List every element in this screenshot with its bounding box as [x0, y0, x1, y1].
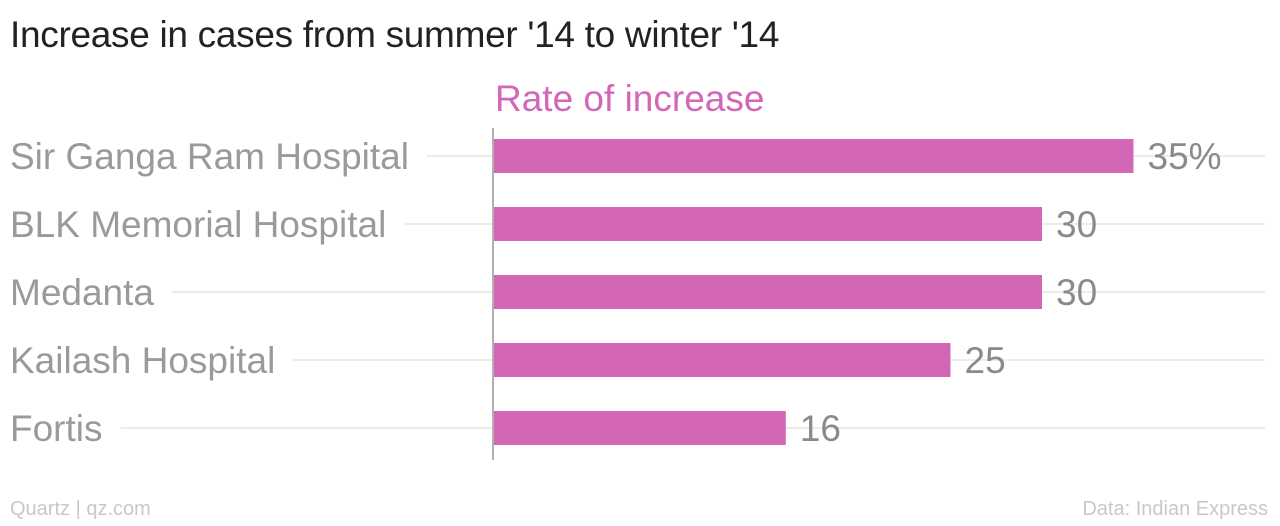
bars — [493, 139, 1134, 445]
labels: Rate of increase Sir Ganga Ram Hospital 35… — [10, 78, 1222, 449]
value-label: 30 — [1056, 272, 1097, 313]
value-label: 35% — [1148, 136, 1222, 177]
footer-source: Data: Indian Express — [1082, 498, 1268, 520]
footer-credit: Quartz | qz.com — [10, 498, 151, 520]
bar — [493, 275, 1042, 309]
bar — [493, 343, 951, 377]
category-label: Sir Ganga Ram Hospital — [10, 136, 409, 177]
value-label: 25 — [965, 340, 1006, 381]
chart-title: Increase in cases from summer '14 to win… — [10, 14, 780, 55]
category-label: Medanta — [10, 272, 154, 313]
value-label: 16 — [800, 408, 841, 449]
bar — [493, 207, 1042, 241]
category-label: Kailash Hospital — [10, 340, 275, 381]
bar — [493, 411, 786, 445]
bar — [493, 139, 1134, 173]
category-label: Fortis — [10, 408, 103, 449]
value-label: 30 — [1056, 204, 1097, 245]
series-label: Rate of increase — [495, 78, 764, 119]
category-label: BLK Memorial Hospital — [10, 204, 386, 245]
